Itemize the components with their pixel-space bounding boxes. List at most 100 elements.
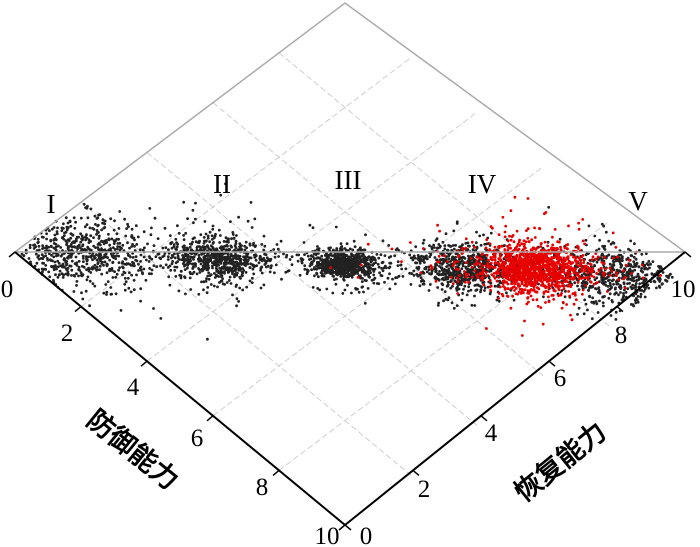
scatter-point [399,263,403,267]
scatter-point [485,327,488,330]
scatter-point [317,256,321,260]
scatter-point [254,258,258,262]
scatter-point [186,217,190,221]
scatter-point [175,245,179,249]
scatter-point [584,276,588,279]
scatter-point [595,260,599,264]
scatter-point [262,283,266,287]
scatter-point [434,267,438,271]
scatter-point [263,263,267,266]
scatter-point [612,241,616,245]
scatter-point [518,244,521,247]
scatter-point [174,247,178,251]
scatter-point [508,272,512,275]
scatter-point [79,240,83,244]
scatter-point [516,272,519,276]
scatter-point [375,253,379,256]
scatter-point [462,287,465,291]
scatter-point [584,273,587,277]
scatter-point [85,255,88,259]
scatter-point [522,291,525,295]
scatter-point [139,265,143,269]
scatter-point [52,268,56,272]
scatter-point [90,254,94,257]
scatter-point [519,257,523,260]
scatter-point [98,268,101,271]
scatter-point [208,240,212,244]
scatter-point [614,318,618,321]
scatter-point [492,271,496,275]
scatter-point [521,276,524,279]
scatter-point [568,280,572,284]
scatter-point [211,227,215,231]
scatter-point [88,304,91,308]
scatter-point [214,273,218,277]
scatter-point [604,267,607,271]
scatter-point [582,261,586,264]
scatter-point [316,245,319,248]
scatter-point [245,246,249,250]
scatter-point [95,268,99,272]
scatter-point [85,223,89,227]
scatter-point [366,242,370,246]
scatter-point [262,234,266,238]
scatter-point [551,243,555,247]
scatter-point [340,245,344,248]
scatter-point [456,285,459,289]
scatter-point [436,304,440,307]
scatter-point [535,246,539,250]
scatter-point [183,246,186,249]
scatter-point [114,275,118,279]
scatter-point [441,261,445,265]
scatter-point [622,282,626,286]
scatter-point [91,282,95,285]
scatter-point [513,279,517,283]
scatter-point [421,241,425,245]
scatter-point [97,237,101,240]
scatter-point [52,255,56,259]
scatter-point [118,210,122,213]
scatter-point [94,223,97,226]
scatter-point [102,221,105,225]
scatter-point [529,272,532,276]
scatter-point [512,298,516,302]
scatter-point [504,270,508,273]
scatter-point [70,245,73,248]
scatter-point [237,249,240,252]
scatter-point [308,223,312,227]
scatter-point [205,291,209,295]
left-axis-tick [272,469,280,476]
scatter-point [323,271,327,275]
scatter-point [667,276,670,280]
scatter-point [495,248,499,252]
scatter-point [616,255,619,259]
scatter-point [473,277,477,281]
scatter-point [577,221,580,225]
scatter-point [222,270,226,274]
right-axis-title: 恢复能力 [508,416,612,509]
left-tick-label: 8 [256,474,269,501]
scatter-point [531,273,534,277]
scatter-point [303,264,307,267]
scatter-point [454,252,458,256]
scatter-point [116,242,120,245]
scatter-point [42,255,46,258]
left-axis-line [14,251,346,526]
scatter-point [421,255,425,259]
scatter-point [66,270,70,274]
scatter-point [640,289,644,292]
scatter-point [163,226,167,230]
scatter-point [363,258,367,262]
scatter-point [123,276,127,280]
scatter-point [302,241,306,244]
scatter-point [538,275,542,279]
scatter-point [466,273,470,277]
scatter-point [452,247,456,251]
scatter-point [383,280,386,284]
scatter-point [441,240,445,244]
scatter-point [544,260,548,264]
scatter-point [188,245,192,249]
scatter-point [84,206,87,210]
scatter-point [37,257,41,261]
scatter-point [50,253,53,257]
